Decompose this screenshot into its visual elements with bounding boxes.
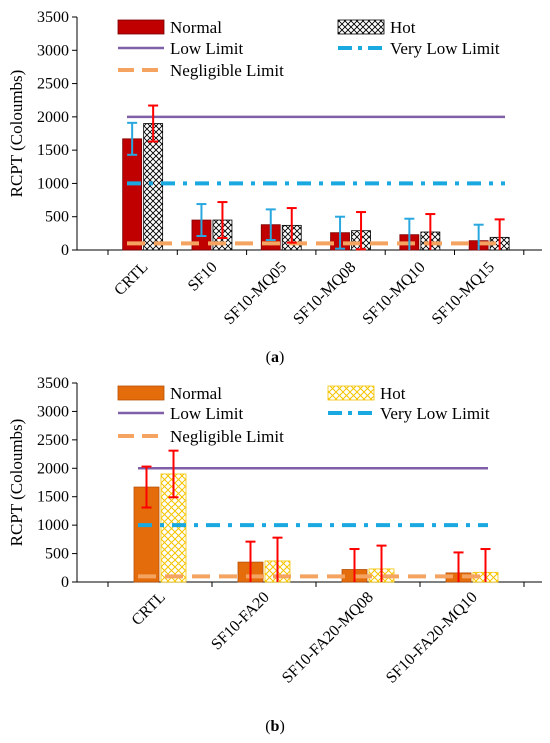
error-bar-normal-sf10-fa20-mq10 xyxy=(453,551,464,582)
error-bar-normal-crtl xyxy=(127,121,138,156)
y-tick-label: 1500 xyxy=(37,142,69,159)
y-tick-label: 1000 xyxy=(37,517,69,534)
legend-item-normal: Normal xyxy=(117,18,222,37)
y-axis-label: RCPT (Coloumbs) xyxy=(7,70,26,198)
x-tick-label: SF10 xyxy=(185,259,221,295)
error-bar-hot-sf10-fa20-mq08 xyxy=(376,544,387,582)
x-tick-label: SF10-FA20 xyxy=(208,589,273,654)
error-bar-hot-sf10-mq05 xyxy=(286,207,297,244)
x-tick-label: SF10-MQ15 xyxy=(429,259,498,328)
x-tick-label: SF10-FA20-MQ08 xyxy=(279,589,377,687)
error-bar-hot-crtl xyxy=(148,104,159,143)
error-bar-normal-sf10-mq05 xyxy=(265,208,276,242)
y-tick-label: 2500 xyxy=(37,76,69,93)
svg-text:Normal: Normal xyxy=(170,18,222,37)
svg-text:Hot: Hot xyxy=(380,384,406,403)
y-tick-label: 0 xyxy=(61,242,69,259)
error-bar-hot-crtl xyxy=(168,449,179,499)
error-bar-hot-sf10-mq08 xyxy=(356,211,367,251)
x-tick-label: CRTL xyxy=(111,259,151,299)
panel-caption: (b) xyxy=(265,718,285,735)
y-tick-label: 500 xyxy=(45,209,69,226)
y-tick-label: 3000 xyxy=(37,403,69,420)
y-tick-label: 3500 xyxy=(37,375,69,392)
legend-item-very-low-limit: Very Low Limit xyxy=(328,404,490,423)
y-tick-label: 2000 xyxy=(37,460,69,477)
svg-text:Negligible Limit: Negligible Limit xyxy=(170,427,284,446)
y-tick-label: 1500 xyxy=(37,489,69,506)
svg-text:Low Limit: Low Limit xyxy=(170,39,243,58)
x-tick-label: SF10-MQ10 xyxy=(359,259,428,328)
svg-text:Hot: Hot xyxy=(390,18,416,37)
legend-item-negligible-limit: Negligible Limit xyxy=(118,427,284,446)
error-bar-normal-crtl xyxy=(141,465,152,509)
legend-item-low-limit: Low Limit xyxy=(118,404,243,423)
panel-caption: (a) xyxy=(266,349,285,366)
svg-text:Normal: Normal xyxy=(170,384,222,403)
svg-text:Negligible Limit: Negligible Limit xyxy=(170,61,284,80)
y-tick-label: 500 xyxy=(45,546,69,563)
error-bar-normal-sf10-mq15 xyxy=(473,223,484,250)
error-bar-normal-sf10 xyxy=(196,203,207,238)
error-bar-hot-sf10-fa20 xyxy=(272,536,283,582)
chart-a: 0 500 1000 1500 2000 2500 3000 3500 RCPT (Coloum… xyxy=(7,9,542,366)
error-bar-hot-sf10-fa20-mq10 xyxy=(480,548,491,582)
x-tick-label: SF10-FA20-MQ10 xyxy=(383,589,481,687)
legend-item-negligible-limit: Negligible Limit xyxy=(118,61,284,80)
x-tick-label: CRTL xyxy=(129,589,169,629)
x-tick-label: SF10-MQ05 xyxy=(221,259,290,328)
error-bar-normal-sf10-fa20 xyxy=(245,540,256,582)
y-tick-label: 3500 xyxy=(37,9,69,26)
legend-item-hot: Hot xyxy=(327,384,406,403)
svg-text:Very Low Limit: Very Low Limit xyxy=(380,404,490,423)
chart-b: 0 500 1000 1500 2000 2500 3000 3500 RCPT (Coloum… xyxy=(7,375,542,735)
error-bar-normal-sf10-fa20-mq08 xyxy=(349,548,360,582)
y-axis-label: RCPT (Coloumbs) xyxy=(7,419,26,547)
error-bar-normal-sf10-mq08 xyxy=(335,215,346,250)
legend-item-very-low-limit: Very Low Limit xyxy=(338,39,500,58)
legend-item-hot: Hot xyxy=(337,18,416,37)
error-bar-hot-sf10-mq10 xyxy=(425,213,436,250)
y-tick-label: 3000 xyxy=(37,42,69,59)
legend-item-normal: Normal xyxy=(117,384,222,403)
svg-text:Low Limit: Low Limit xyxy=(170,404,243,423)
y-tick-label: 2500 xyxy=(37,432,69,449)
error-bar-hot-sf10-mq15 xyxy=(494,218,505,250)
y-tick-label: 1000 xyxy=(37,175,69,192)
legend-item-low-limit: Low Limit xyxy=(118,39,243,58)
svg-text:Very Low Limit: Very Low Limit xyxy=(390,39,500,58)
y-tick-label: 0 xyxy=(61,574,69,591)
error-bar-normal-sf10-mq10 xyxy=(404,217,415,250)
error-bar-hot-sf10 xyxy=(217,201,228,240)
x-tick-label: SF10-MQ08 xyxy=(290,259,359,328)
y-tick-label: 2000 xyxy=(37,109,69,126)
